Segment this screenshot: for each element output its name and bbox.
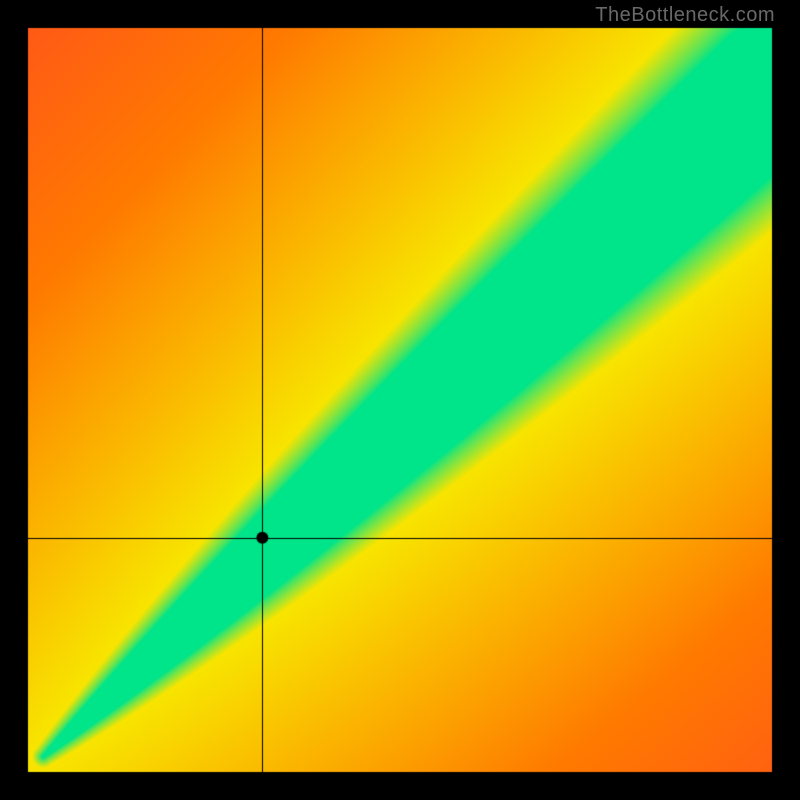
- bottleneck-heatmap: [0, 0, 800, 800]
- watermark-text: TheBottleneck.com: [595, 4, 775, 27]
